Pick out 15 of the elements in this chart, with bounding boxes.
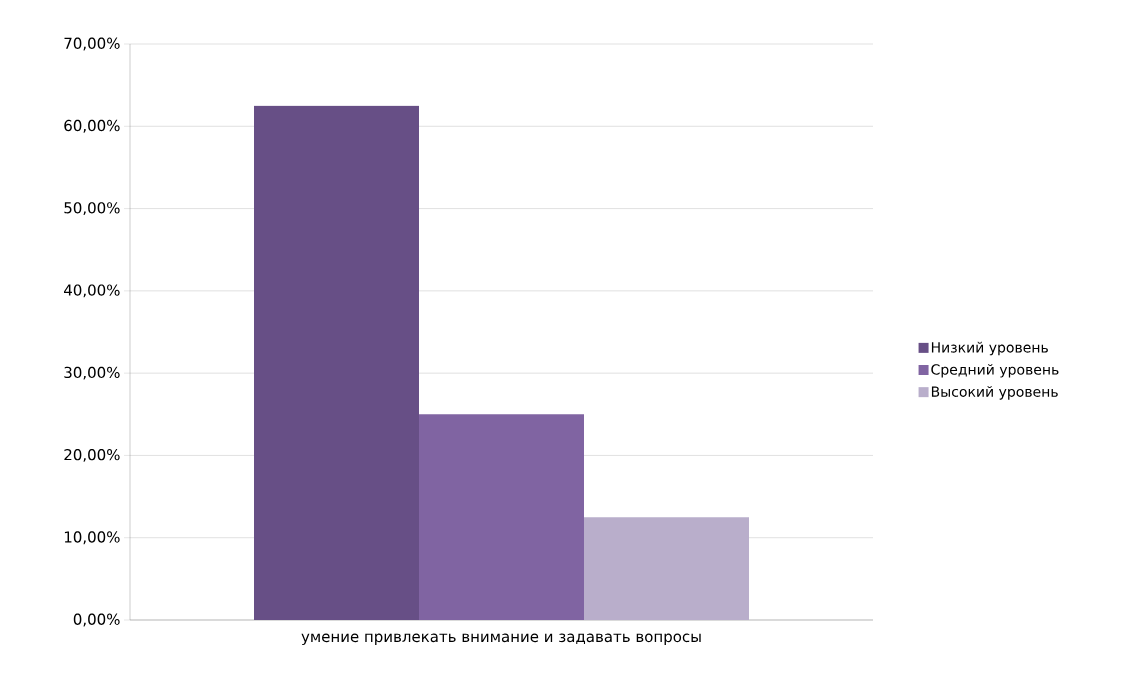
- y-tick-label: 30,00%: [64, 366, 120, 380]
- legend-label: Низкий уровень: [931, 341, 1048, 356]
- y-tick-label: 0,00%: [73, 613, 120, 627]
- y-tick-label: 70,00%: [64, 37, 120, 51]
- y-tick-label: 50,00%: [64, 202, 120, 216]
- bar: [419, 414, 585, 620]
- y-tick-label: 10,00%: [64, 531, 120, 545]
- legend-label: Высокий уровень: [931, 386, 1058, 400]
- y-tick-label: 60,00%: [64, 119, 120, 133]
- x-tick-label: умение привлекать внимание и задавать вопросы: [301, 633, 701, 646]
- bar: [254, 105, 419, 620]
- y-tick-label: 20,00%: [64, 448, 120, 462]
- y-tick-label: 40,00%: [64, 284, 120, 298]
- legend-label: Средний уровень: [931, 363, 1059, 378]
- bar: [584, 517, 750, 620]
